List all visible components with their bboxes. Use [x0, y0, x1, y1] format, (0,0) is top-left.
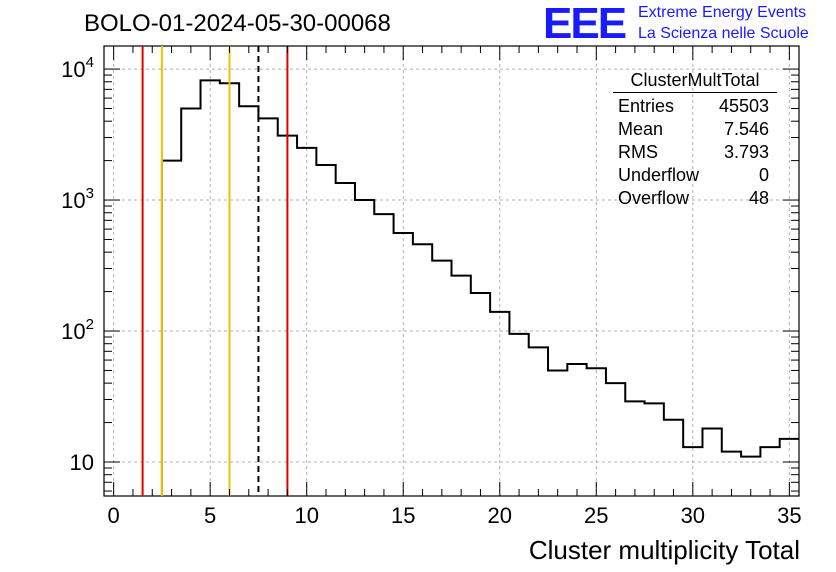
- stats-value: 48: [748, 188, 769, 208]
- stats-row: Mean 7.546: [613, 118, 777, 141]
- histogram-bin: [645, 403, 664, 496]
- histogram-bin: [606, 383, 625, 496]
- histogram-bin: [471, 293, 490, 496]
- histogram-bin: [664, 420, 683, 496]
- stats-value: 45503: [718, 96, 769, 116]
- histogram-bin: [162, 161, 181, 496]
- histogram-bin: [567, 364, 586, 496]
- stats-label: RMS: [618, 142, 658, 162]
- stats-row: RMS 3.793: [613, 141, 777, 164]
- stats-row: Overflow 48: [613, 187, 777, 210]
- x-tick-label: 5: [204, 503, 216, 528]
- histogram-bin: [181, 108, 200, 496]
- histogram-bin: [432, 261, 451, 496]
- tick-labels: 0 5 10 15 20 25 30 35 10 102 103 104: [61, 54, 801, 528]
- x-tick-label: 15: [391, 503, 415, 528]
- histogram-bin: [374, 214, 393, 496]
- page-title: BOLO-01-2024-05-30-00068: [84, 10, 391, 37]
- y-tick-label: 104: [61, 54, 94, 82]
- x-tick-label: 30: [681, 503, 705, 528]
- histogram-bin: [625, 401, 644, 496]
- x-tick-label: 20: [488, 503, 512, 528]
- logo-mark: EEE: [543, 0, 627, 48]
- stats-value: 7.546: [723, 119, 769, 139]
- histogram-bin: [760, 447, 779, 496]
- stats-label: Overflow: [618, 188, 690, 208]
- x-axis-label: Cluster multiplicity Total: [529, 535, 800, 565]
- stats-row: Entries 45503: [613, 95, 777, 118]
- stats-value: 0: [758, 165, 769, 185]
- histogram-bin: [336, 183, 355, 496]
- y-tick-label: 10: [70, 450, 94, 475]
- x-tick-label: 25: [584, 503, 608, 528]
- y-tick-label: 102: [61, 316, 94, 344]
- histogram-bin: [452, 276, 471, 496]
- stats-value: 3.793: [723, 142, 769, 162]
- histogram-bin: [548, 370, 567, 496]
- logo-line-1: Extreme Energy Events: [638, 4, 807, 21]
- stats-label: Mean: [618, 119, 664, 139]
- marker-lines: [141, 46, 289, 496]
- histogram-bin: [509, 334, 528, 496]
- histogram-bin: [258, 118, 277, 496]
- stats-label: Entries: [618, 96, 675, 116]
- stats-label: Underflow: [618, 165, 700, 185]
- x-tick-label: 10: [294, 503, 318, 528]
- histogram-bin: [355, 200, 374, 496]
- histogram-bin: [413, 244, 432, 496]
- stats-row: Underflow 0: [613, 164, 777, 187]
- y-tick-label: 103: [61, 185, 94, 213]
- histogram-bin: [239, 106, 258, 496]
- plot-frame: [103, 45, 800, 497]
- x-tick-label: 35: [777, 503, 801, 528]
- stats-title: ClusterMultTotal: [613, 70, 777, 93]
- grid-lines: [104, 46, 799, 496]
- axis-ticks: [104, 46, 799, 496]
- histogram-bin: [529, 347, 548, 496]
- logo-line-2: La Scienza nelle Scuole: [638, 25, 809, 42]
- x-tick-label: 0: [108, 503, 120, 528]
- stats-box: ClusterMultTotal Entries 45503 Mean 7.54…: [613, 70, 777, 210]
